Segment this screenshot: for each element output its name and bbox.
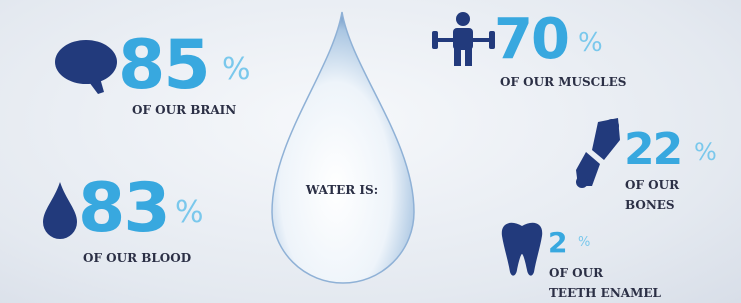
bone-icon (576, 118, 620, 188)
caption: BONES (625, 195, 675, 215)
blood-drop-icon (43, 182, 77, 239)
unit: % (578, 30, 603, 56)
value: 85 (118, 32, 209, 100)
tooth-icon (502, 223, 542, 276)
caption: OF OUR BRAIN (132, 100, 236, 120)
caption: OF OUR (549, 263, 603, 283)
water-drop (272, 12, 414, 283)
value: 83 (78, 175, 169, 243)
value: 2 (548, 229, 565, 257)
caption: OF OUR MUSCLES (500, 72, 626, 92)
weightlifter-icon (432, 12, 495, 66)
caption: TEETH ENAMEL (549, 283, 661, 303)
center-label: WATER IS: (306, 180, 378, 200)
caption: OF OUR BLOOD (83, 248, 191, 268)
unit: % (694, 140, 717, 164)
unit: % (175, 198, 204, 228)
brain-icon (55, 40, 117, 94)
caption: OF OUR (625, 175, 679, 195)
value: 22 (624, 128, 681, 172)
unit: % (578, 236, 590, 249)
unit: % (222, 55, 251, 85)
value: 70 (494, 12, 568, 68)
infographic: WATER IS: 85 % OF OUR BRAIN 83 % OF OUR … (0, 0, 741, 303)
